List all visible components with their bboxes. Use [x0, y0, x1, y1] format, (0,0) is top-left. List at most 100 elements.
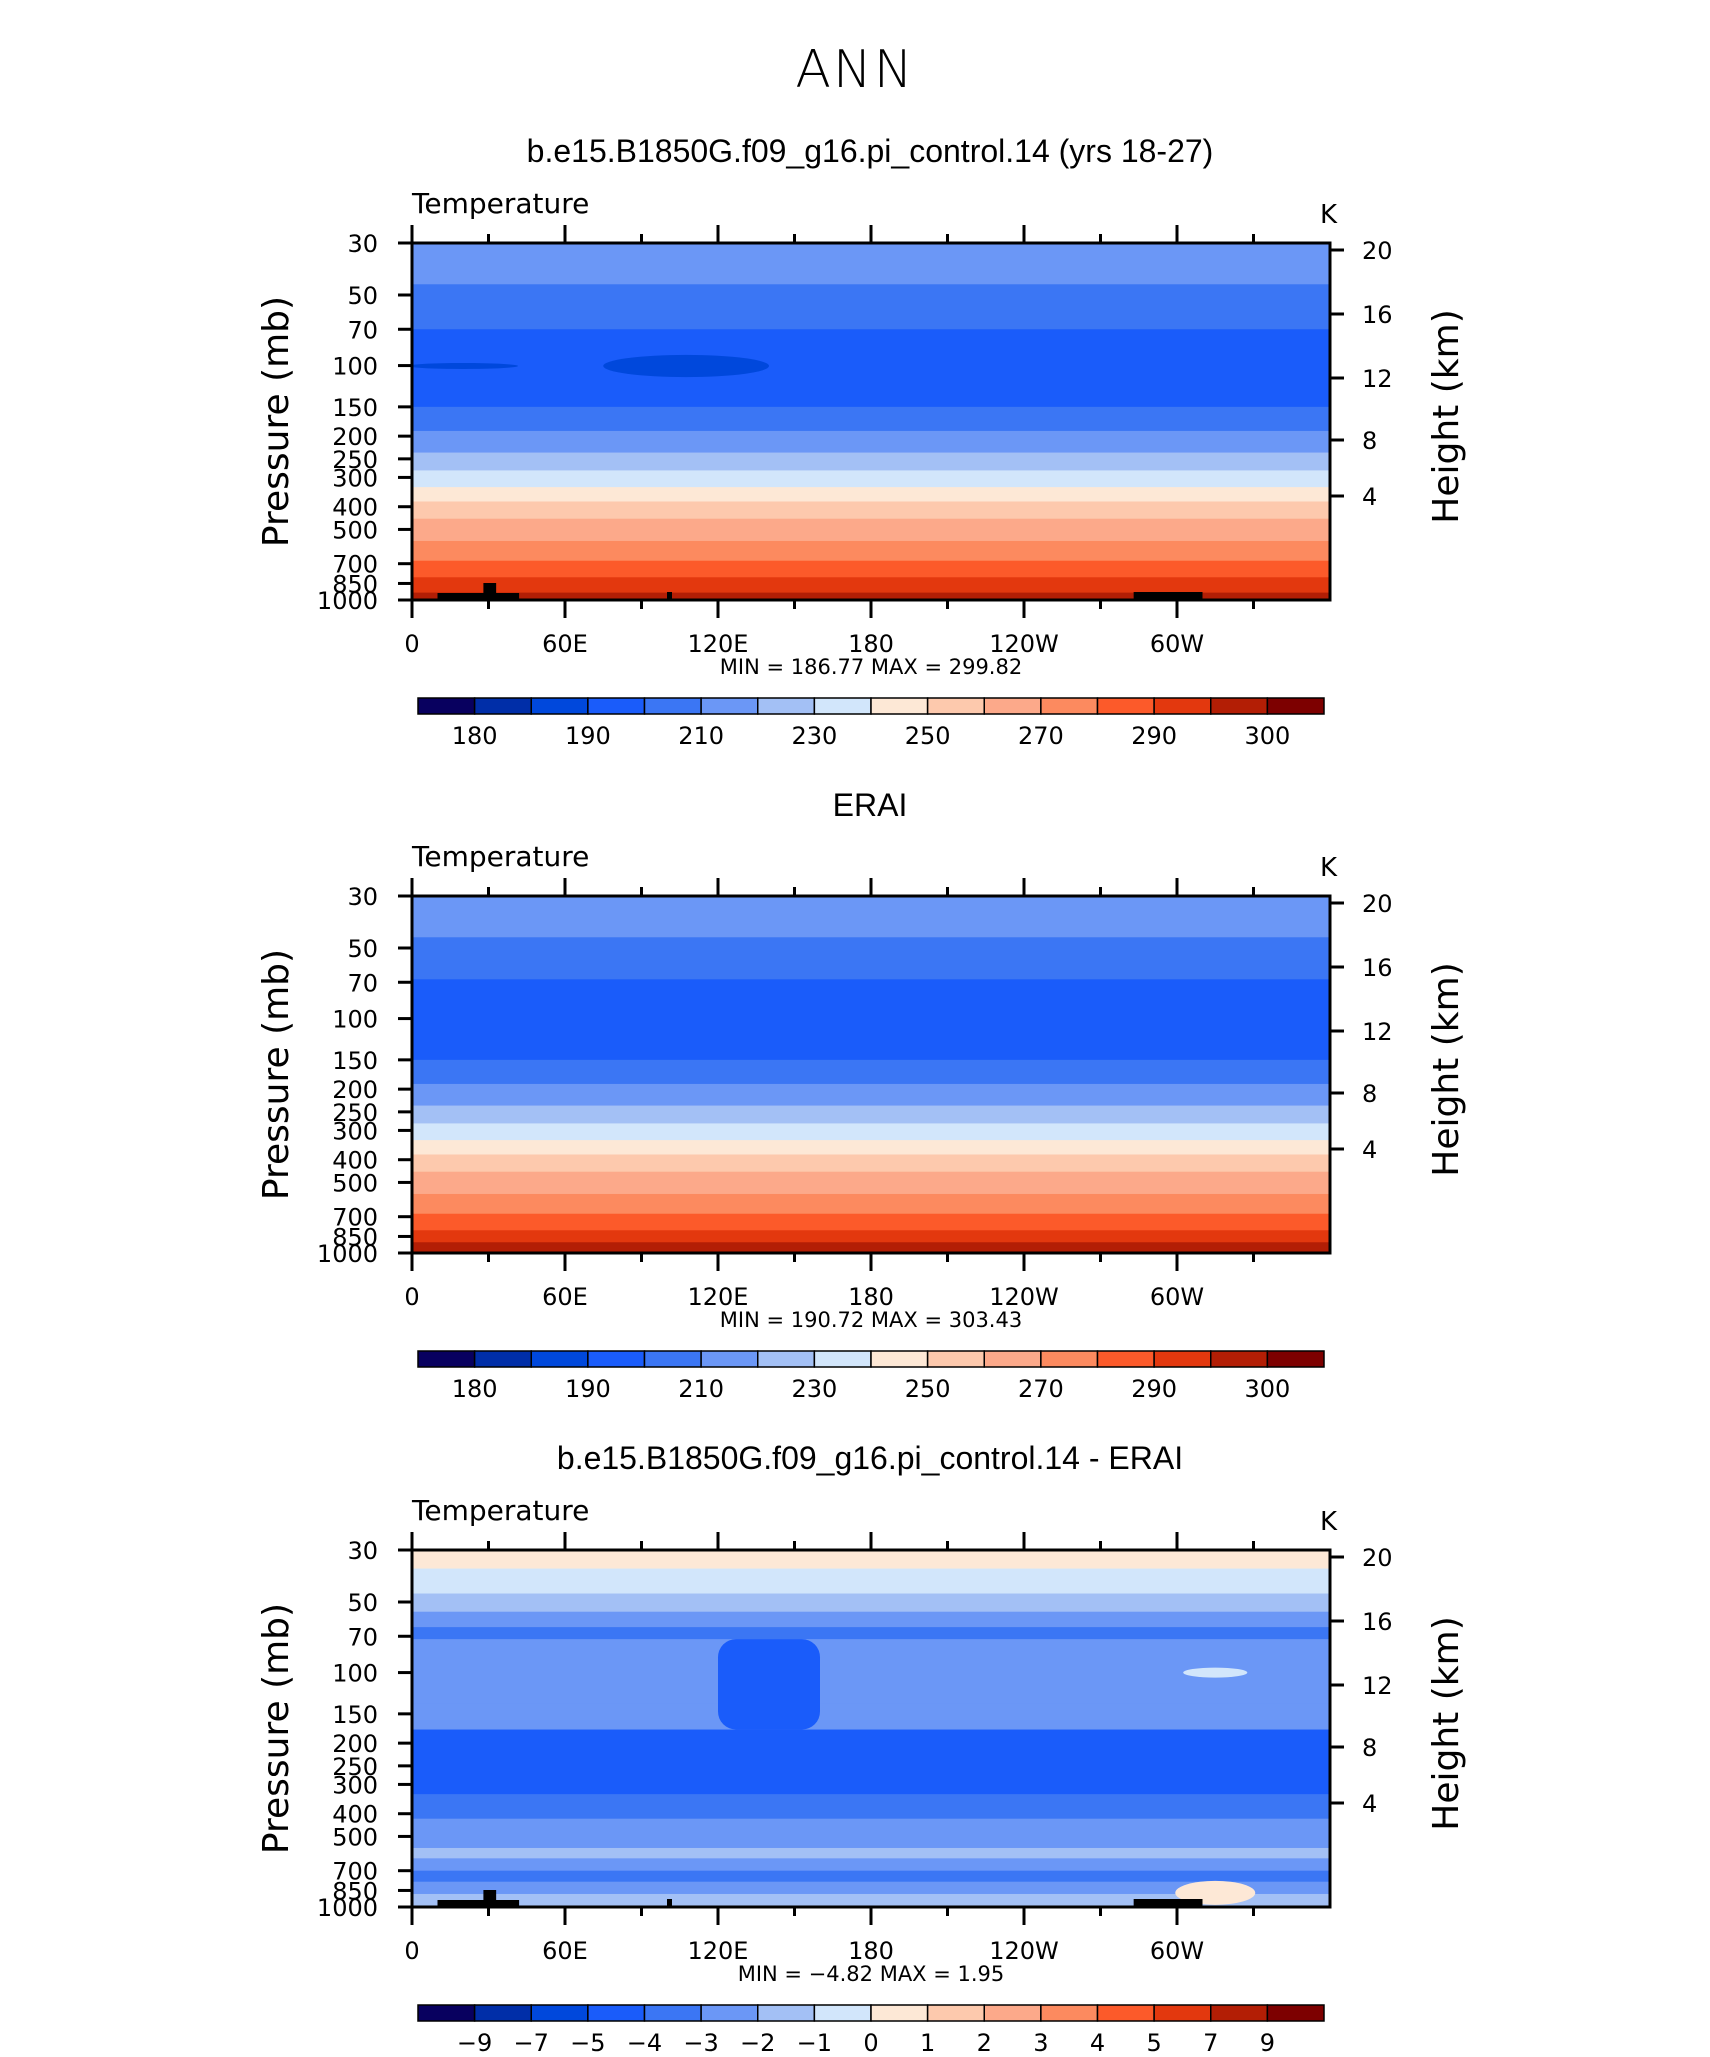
- contour-band: [412, 1568, 1330, 1595]
- terrain-island: [667, 1899, 672, 1907]
- right-tick-label: 20: [1362, 1544, 1393, 1572]
- model-temperature-panel: Temperature K 0 60E 120E 180 120W 60W 30 50 70 100 1…: [256, 187, 1467, 750]
- contour-band: [412, 1627, 1330, 1640]
- y-tick-label: 200: [332, 423, 378, 451]
- right-axis-title: Height (km): [1426, 309, 1467, 523]
- x-tick-label: 180: [848, 1937, 894, 1965]
- contour-band: [412, 452, 1330, 471]
- right-tick-label: 16: [1362, 954, 1393, 982]
- y-tick-label: 70: [347, 969, 378, 997]
- right-tick-label: 8: [1362, 1734, 1377, 1762]
- colorbar-swatch: [587, 2004, 646, 2022]
- colorbar-label: −3: [683, 2029, 718, 2057]
- colorbar-swatch: [757, 2004, 816, 2022]
- y-tick-label: 30: [347, 230, 378, 258]
- y-tick-label: 500: [332, 1823, 378, 1851]
- contour-band: [412, 1893, 1330, 1908]
- contour-band: [412, 430, 1330, 454]
- y-tick-label: 200: [332, 1730, 378, 1758]
- right-tick-label: 12: [1362, 1672, 1393, 1700]
- colorbar-swatch: [983, 1350, 1042, 1368]
- colorbar-swatch: [757, 697, 816, 715]
- x-tick-label: 0: [404, 1283, 419, 1311]
- colorbar-swatch: [983, 697, 1042, 715]
- contour-band: [412, 560, 1330, 578]
- contour-band: [412, 1123, 1330, 1141]
- colorbar-swatch: [1210, 1350, 1269, 1368]
- y-tick-label: 400: [332, 1801, 378, 1829]
- colorbar-swatch: [870, 2004, 929, 2022]
- y-tick-label: 850: [332, 1877, 378, 1905]
- contour-band: [412, 470, 1330, 488]
- y-tick-label: 150: [332, 1047, 378, 1075]
- right-tick-label: 12: [1362, 1018, 1393, 1046]
- colorbar-swatch: [813, 1350, 872, 1368]
- contour-band: [412, 518, 1330, 542]
- colorbar-swatch: [1153, 2004, 1212, 2022]
- colorbar-swatch: [926, 697, 985, 715]
- contour-band: [412, 1550, 1330, 1570]
- y-tick-label: 300: [332, 464, 378, 492]
- terrain-africa: [437, 1900, 520, 1907]
- contour-band: [412, 979, 1330, 1061]
- y-tick-label: 50: [347, 935, 378, 963]
- colorbar-label: 4: [1090, 2029, 1105, 2057]
- right-tick-label: 8: [1362, 1080, 1377, 1108]
- variable-label: Temperature: [411, 840, 589, 873]
- y-tick-label: 1000: [317, 1894, 378, 1922]
- colorbar-label: 270: [1018, 722, 1064, 750]
- colorbar-swatch: [643, 697, 702, 715]
- contour-band: [412, 1672, 1330, 1704]
- contour-band: [412, 1242, 1330, 1254]
- y-tick-label: 1000: [317, 587, 378, 615]
- terrain-peak: [483, 1890, 497, 1907]
- y-tick-label: 100: [332, 353, 378, 381]
- y-tick-label: 150: [332, 394, 378, 422]
- colorbar-swatch: [926, 1350, 985, 1368]
- colorbar-swatch: [1266, 1350, 1325, 1368]
- colorbar-label: 250: [905, 722, 951, 750]
- x-tick-label: 120W: [989, 1283, 1059, 1311]
- colorbar-swatch: [1040, 697, 1099, 715]
- right-tick-label: 16: [1362, 1608, 1393, 1636]
- right-tick-label: 20: [1362, 890, 1393, 918]
- colorbar-swatch: [700, 2004, 759, 2022]
- y-tick-label: 500: [332, 516, 378, 544]
- colorbar-swatch: [926, 2004, 985, 2022]
- anomaly-column-contour: [718, 1639, 820, 1730]
- y-tick-label: 300: [332, 1771, 378, 1799]
- colorbar-label: 270: [1018, 1375, 1064, 1403]
- colorbar-swatch: [700, 697, 759, 715]
- colorbar-swatch: [417, 1350, 476, 1368]
- x-tick-label: 0: [404, 1937, 419, 1965]
- colorbar-swatch: [1153, 1350, 1212, 1368]
- y-tick-label: 250: [332, 446, 378, 474]
- x-tick-label: 60W: [1150, 1283, 1204, 1311]
- colorbar-label: 180: [452, 722, 498, 750]
- x-tick-label: 120W: [989, 630, 1059, 658]
- colorbar-swatch: [1096, 697, 1155, 715]
- x-tick-label: 60W: [1150, 1937, 1204, 1965]
- colorbar-swatch: [1096, 1350, 1155, 1368]
- x-tick-label: 60W: [1150, 630, 1204, 658]
- colorbar-label: 1: [920, 2029, 935, 2057]
- y-tick-label: 100: [332, 1660, 378, 1688]
- y-tick-label: 850: [332, 570, 378, 598]
- contour-band: [412, 1230, 1330, 1243]
- colorbar-label: 290: [1131, 722, 1177, 750]
- y-tick-label: 700: [332, 551, 378, 579]
- x-tick-label: 120E: [688, 1283, 749, 1311]
- colorbar-label: 290: [1131, 1375, 1177, 1403]
- contour-band: [412, 540, 1330, 562]
- colorbar-label: 190: [565, 722, 611, 750]
- y-tick-label: 400: [332, 1147, 378, 1175]
- main-title: ANN: [795, 40, 915, 100]
- contour-band: [412, 1105, 1330, 1124]
- y-tick-label: 700: [332, 1858, 378, 1886]
- colorbar-swatch: [1266, 697, 1325, 715]
- surface-anomaly-contour: [1175, 1880, 1256, 1905]
- x-tick-label: 0: [404, 630, 419, 658]
- min-max-stats: MIN = 186.77 MAX = 299.82: [720, 655, 1022, 679]
- colorbar-label: 300: [1244, 722, 1290, 750]
- contour-band: [412, 1729, 1330, 1795]
